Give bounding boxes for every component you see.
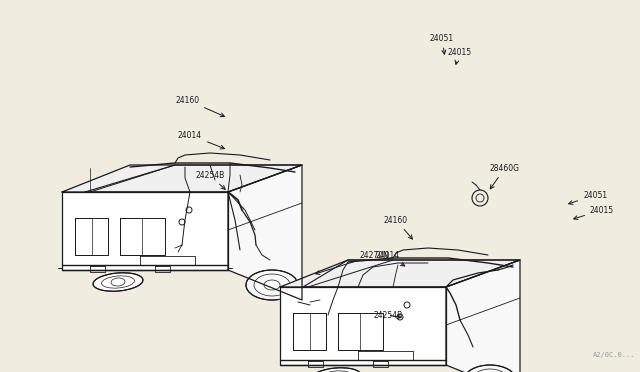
Text: 24015: 24015 [573,205,614,219]
Text: 24160: 24160 [384,215,412,239]
Ellipse shape [93,273,143,291]
Text: 24051: 24051 [430,33,454,54]
Ellipse shape [264,280,280,290]
Text: 24270N: 24270N [316,250,390,275]
Ellipse shape [246,270,298,300]
Ellipse shape [311,368,361,372]
Polygon shape [228,165,302,300]
Text: A2/0C.0...: A2/0C.0... [593,352,635,358]
Ellipse shape [464,365,516,372]
Polygon shape [280,260,520,287]
Polygon shape [280,287,446,365]
Text: 24051: 24051 [569,190,607,204]
Text: 24014: 24014 [375,250,404,266]
Text: 24160: 24160 [175,96,225,117]
Text: 24254B: 24254B [373,311,403,320]
Polygon shape [62,192,228,270]
Ellipse shape [111,278,125,286]
Polygon shape [446,260,520,372]
Text: 28460G: 28460G [490,164,520,189]
Polygon shape [62,165,302,192]
Text: 24015: 24015 [447,48,471,64]
Text: 24254B: 24254B [195,170,225,189]
Text: 24014: 24014 [178,131,225,149]
